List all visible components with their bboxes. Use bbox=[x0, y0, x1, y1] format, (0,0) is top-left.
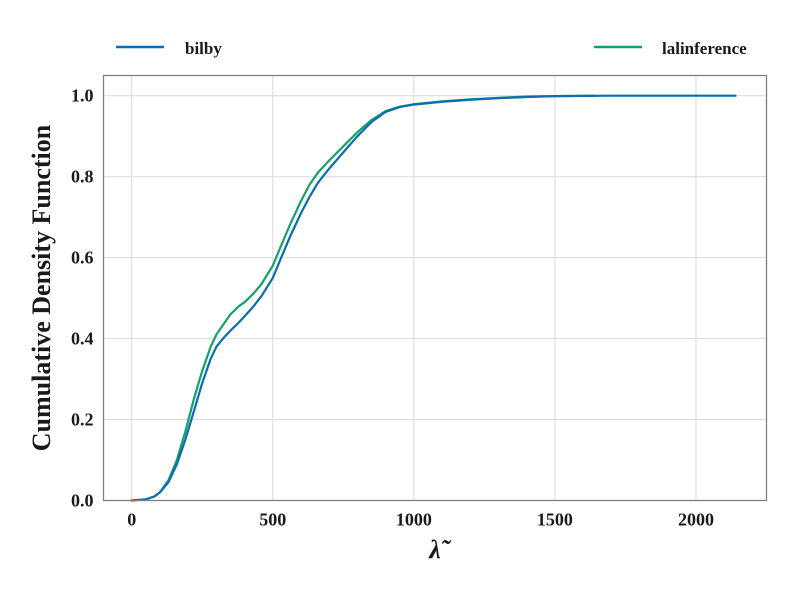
tick-labels: 0 500 1000 1500 2000 0.0 0.2 0.4 0.6 0.8 1.0 bbox=[71, 86, 714, 530]
legend-label-lalinference: lalinference bbox=[662, 39, 747, 58]
series-line-bilby bbox=[130, 94, 737, 502]
series-lines bbox=[130, 94, 737, 502]
plot-frame bbox=[102, 74, 768, 502]
y-tick-label: 0.2 bbox=[71, 410, 94, 430]
x-axis-label: λ̃ bbox=[428, 535, 452, 564]
legend: bilby lalinference bbox=[116, 39, 747, 58]
y-tick-label: 1.0 bbox=[71, 86, 94, 106]
x-tick-label: 1000 bbox=[396, 510, 432, 530]
legend-label-bilby: bilby bbox=[185, 39, 222, 58]
x-tick-label: 0 bbox=[127, 510, 136, 530]
y-tick-label: 0.0 bbox=[71, 491, 94, 511]
y-tick-label: 0.6 bbox=[71, 248, 94, 268]
y-tick-label: 0.4 bbox=[71, 329, 94, 349]
x-tick-label: 2000 bbox=[678, 510, 714, 530]
y-tick-label: 0.8 bbox=[71, 167, 94, 187]
y-axis-label: Cumulative Density Function bbox=[27, 124, 56, 451]
x-tick-label: 1500 bbox=[537, 510, 573, 530]
x-tick-label: 500 bbox=[259, 510, 286, 530]
grid bbox=[103, 75, 767, 501]
series-line-lalinference bbox=[130, 94, 596, 502]
